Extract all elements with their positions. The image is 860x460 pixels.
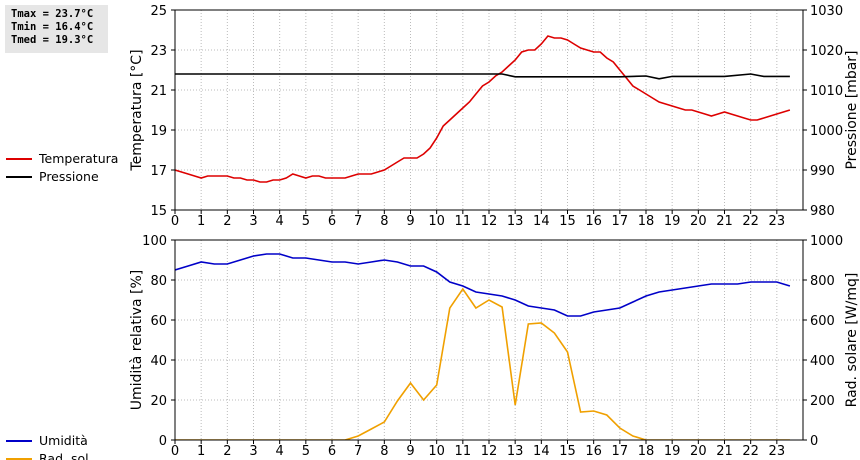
x-tick-label: 15 [559, 214, 576, 229]
y-left-axis-label: Temperatura [°C] [129, 49, 145, 171]
x-tick-label: 3 [249, 444, 257, 459]
x-tick-label: 15 [559, 444, 576, 459]
x-tick-label: 7 [354, 214, 362, 229]
x-tick-label: 2 [223, 214, 231, 229]
x-tick-label: 5 [302, 214, 310, 229]
y-right-tick-label: 0 [810, 434, 818, 449]
stat-tmax: Tmax = 23.7°C [11, 8, 94, 20]
x-tick-label: 18 [638, 444, 655, 459]
x-tick-label: 0 [171, 214, 179, 229]
x-tick-label: 0 [171, 444, 179, 459]
x-tick-label: 14 [533, 214, 550, 229]
x-tick-label: 6 [328, 444, 336, 459]
x-tick-label: 10 [428, 214, 445, 229]
y-left-axis-label: Umidità relativa [%] [129, 270, 145, 411]
x-tick-label: 1 [197, 214, 205, 229]
plot-frame [174, 239, 804, 441]
x-tick-label: 22 [742, 444, 759, 459]
x-tick-label: 13 [507, 444, 524, 459]
series-line-pressione [175, 73, 790, 80]
stat-tmed: Tmed = 19.3°C [11, 34, 94, 46]
y-right-axis-label: Rad. solare [W/mq] [844, 273, 860, 408]
x-tick-label: 4 [276, 444, 284, 459]
x-tick-label: 9 [406, 444, 414, 459]
y-left-tick-label: 21 [150, 84, 167, 99]
x-tick-label: 11 [455, 444, 472, 459]
y-right-tick-label: 1030 [810, 4, 843, 19]
y-right-tick-label: 990 [810, 164, 835, 179]
y-left-tick-label: 40 [150, 354, 167, 369]
y-right-tick-label: 980 [810, 204, 835, 219]
y-left-tick-label: 80 [150, 274, 167, 289]
y-left-tick-label: 60 [150, 314, 167, 329]
x-tick-label: 17 [612, 214, 629, 229]
x-tick-label: 16 [585, 214, 602, 229]
y-left-tick-label: 23 [150, 44, 167, 59]
y-right-axis-label: Pressione [mbar] [844, 50, 860, 169]
x-tick-label: 2 [223, 444, 231, 459]
x-tick-label: 3 [249, 214, 257, 229]
x-tick-label: 6 [328, 214, 336, 229]
y-right-tick-label: 200 [810, 394, 835, 409]
x-tick-label: 12 [481, 444, 498, 459]
plot-frame [174, 9, 804, 211]
y-right-tick-label: 800 [810, 274, 835, 289]
series-line-temperatura [175, 35, 791, 183]
legend-label: Umidità [39, 433, 88, 448]
legend-label: Temperatura [38, 151, 118, 166]
chart-panel-2: 0 1 2 3 4 5 6 7 8 9 10 11 12 13 14 15 16 17 18 19 20 21 22 2302… [6, 234, 860, 460]
y-right-tick-label: 1000 [810, 234, 843, 249]
x-tick-label: 20 [690, 214, 707, 229]
legend-label: Pressione [39, 169, 99, 184]
y-left-tick-label: 17 [150, 164, 167, 179]
x-tick-label: 16 [585, 444, 602, 459]
x-tick-label: 10 [428, 444, 445, 459]
x-tick-label: 22 [742, 214, 759, 229]
y-right-tick-label: 600 [810, 314, 835, 329]
stat-tmin: Tmin = 16.4°C [11, 21, 94, 33]
x-tick-label: 5 [302, 444, 310, 459]
chart-panel-1: 0 1 2 3 4 5 6 7 8 9 10 11 12 13 14 15 16 17 18 19 20 21 22 2315… [6, 4, 860, 229]
x-tick-label: 4 [276, 214, 284, 229]
x-tick-label: 18 [638, 214, 655, 229]
x-tick-label: 9 [406, 214, 414, 229]
series-line-umidit- [175, 253, 791, 317]
y-left-tick-label: 20 [150, 394, 167, 409]
x-tick-label: 1 [197, 444, 205, 459]
x-tick-label: 17 [612, 444, 629, 459]
x-tick-label: 20 [690, 444, 707, 459]
x-tick-label: 7 [354, 444, 362, 459]
y-right-tick-label: 1010 [810, 84, 843, 99]
x-tick-label: 8 [380, 444, 388, 459]
y-left-tick-label: 0 [159, 434, 167, 449]
y-left-tick-label: 25 [150, 4, 167, 19]
stats-box: Tmax = 23.7°C Tmin = 16.4°C Tmed = 19.3°… [5, 5, 108, 53]
x-tick-label: 8 [380, 214, 388, 229]
y-right-tick-label: 1020 [810, 44, 843, 59]
x-tick-label: 21 [716, 444, 733, 459]
x-tick-label: 19 [664, 214, 681, 229]
series-line-rad-sol- [175, 287, 790, 440]
y-left-tick-label: 19 [150, 124, 167, 139]
x-tick-label: 12 [481, 214, 498, 229]
y-left-tick-label: 15 [150, 204, 167, 219]
x-tick-label: 21 [716, 214, 733, 229]
y-left-tick-label: 100 [142, 234, 167, 249]
y-right-tick-label: 400 [810, 354, 835, 369]
y-right-tick-label: 1000 [810, 124, 843, 139]
x-tick-label: 11 [455, 214, 472, 229]
x-tick-label: 23 [769, 214, 786, 229]
x-tick-label: 23 [769, 444, 786, 459]
x-tick-label: 14 [533, 444, 550, 459]
x-tick-label: 13 [507, 214, 524, 229]
x-tick-label: 19 [664, 444, 681, 459]
legend-label: Rad. sol. [39, 451, 93, 460]
